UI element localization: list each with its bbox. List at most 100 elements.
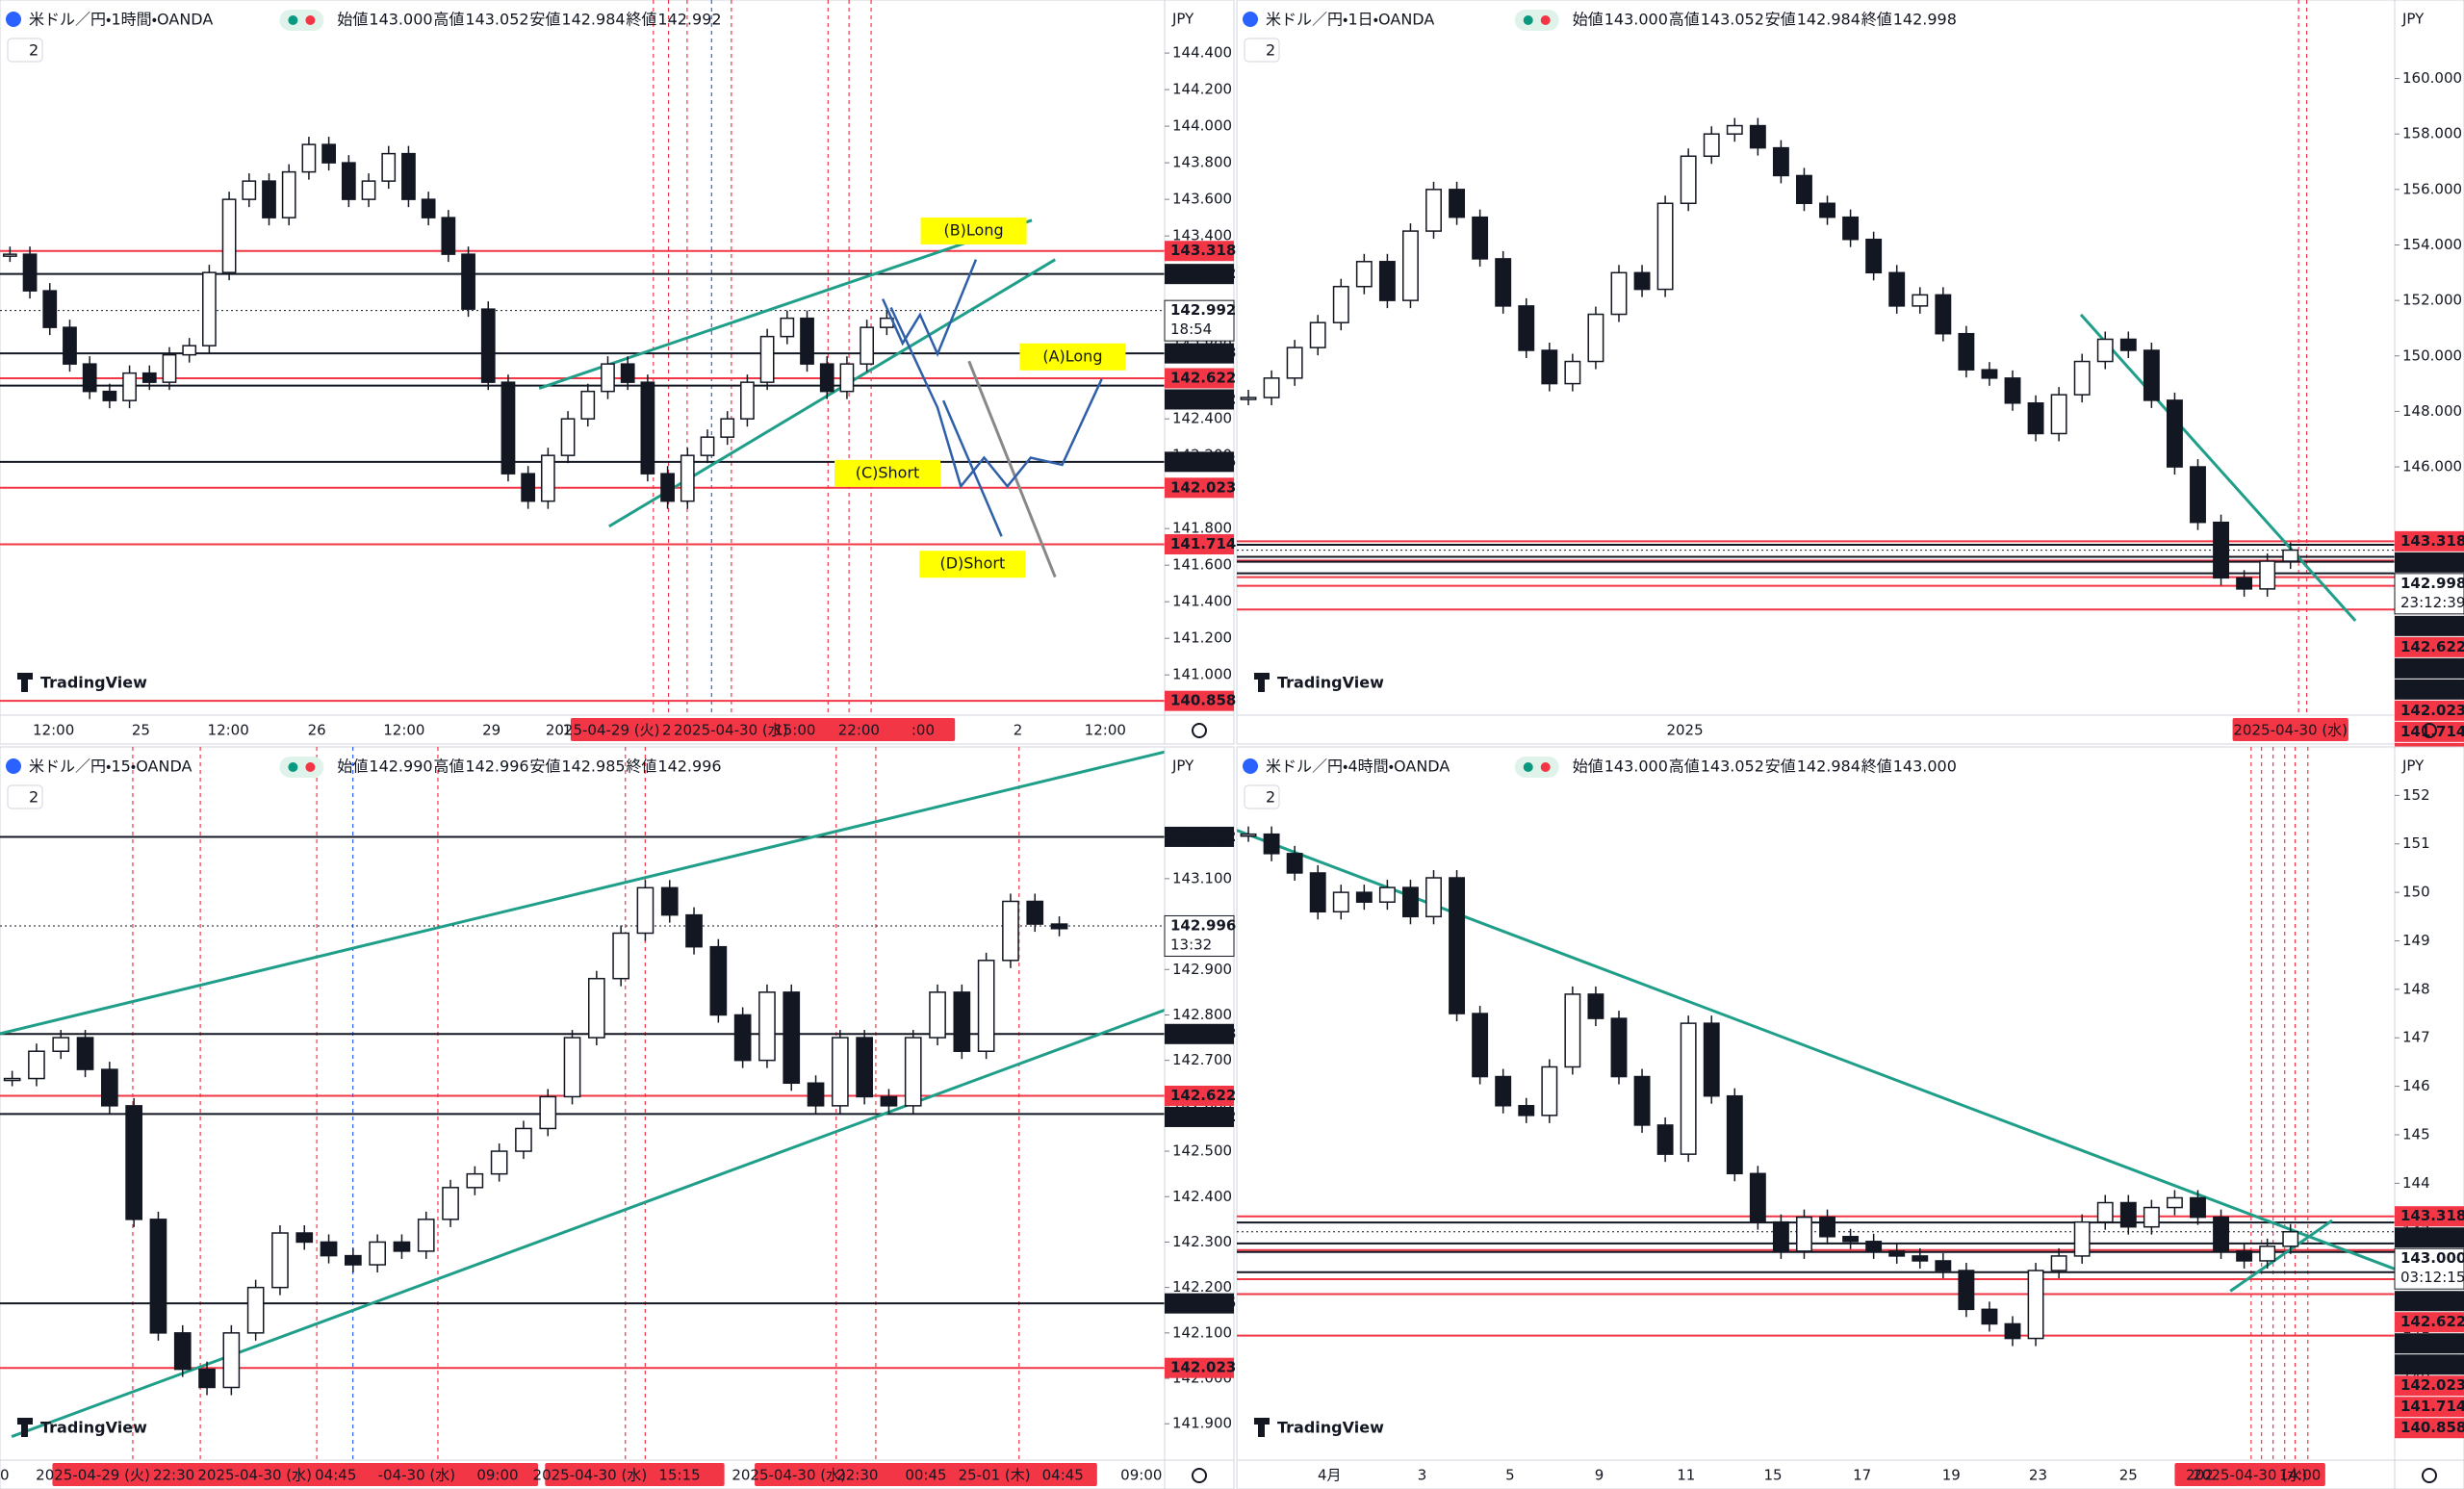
indicator-toggle[interactable] (7, 784, 43, 809)
logo-mark (1258, 673, 1265, 692)
y-tick-label: 141.400 (1172, 593, 1232, 610)
time-highlight-label: 22:30 (836, 1467, 878, 1484)
x-tick-label: 19 (1942, 1467, 1961, 1484)
price-tag-label: 142.998 (2400, 575, 2464, 592)
candle (281, 170, 296, 218)
symbol-title[interactable]: 米ドル／円・1時間・OANDA (29, 11, 213, 29)
status-dot (305, 15, 316, 25)
candle (1888, 1250, 1906, 1257)
candle (1656, 1124, 1674, 1155)
symbol-icon (6, 12, 21, 27)
panel-background (1236, 746, 2464, 1489)
time-highlight (2174, 1463, 2325, 1486)
logo-mark (21, 1418, 28, 1437)
candle (1518, 305, 1535, 351)
candle (1935, 294, 1952, 335)
price-tag (2395, 615, 2464, 636)
candle (1703, 133, 1720, 158)
candle (1495, 258, 1512, 307)
status-badge (279, 10, 324, 31)
ohlc-value: 142.998 (1893, 11, 1957, 29)
symbol-title[interactable]: 米ドル／円・15・OANDA (29, 757, 192, 776)
price-tag-label: 140.858 (2400, 1419, 2464, 1436)
y-tick-label: 144.000 (1172, 117, 1232, 135)
y-tick-label: 152 (2402, 786, 2430, 804)
time-highlight-label: 09:00 (476, 1467, 518, 1484)
candle (539, 1095, 557, 1130)
candle (612, 932, 629, 980)
settings-icon[interactable] (2422, 723, 2437, 738)
y-tick-label: 142.200 (1172, 1278, 1232, 1296)
time-highlight-label: 2 (662, 722, 672, 739)
panel-background (1236, 0, 2464, 745)
candle (3, 1077, 21, 1082)
trend-line (11, 1009, 1165, 1438)
chart-panel: 1391401411421431441451461471481491501511… (1236, 746, 2464, 1489)
candle (620, 363, 635, 383)
indicator-toggle[interactable] (7, 38, 43, 63)
candle (733, 1014, 752, 1062)
ohlc-label: 始値 (337, 11, 368, 29)
trend-line (0, 750, 1165, 1036)
y-tick-label: 142.400 (1172, 410, 1232, 427)
candle (580, 390, 596, 420)
time-highlight-label: 202 (2186, 1467, 2214, 1484)
settings-icon[interactable] (1192, 723, 1207, 738)
watermark: TradingView (40, 674, 147, 692)
candle (52, 1037, 70, 1052)
price-tag (1165, 368, 1234, 389)
x-tick-label: 2025 (1666, 722, 1703, 739)
indicator-toggle[interactable] (1244, 38, 1280, 63)
symbol-title[interactable]: 米ドル／円・1日・OANDA (1266, 11, 1434, 29)
candle (82, 363, 97, 393)
x-tick-label: 3 (1418, 1467, 1427, 1484)
price-tag (1165, 690, 1234, 711)
price-tag (1165, 343, 1234, 364)
candle (1772, 146, 1789, 177)
price-tag (1165, 826, 1234, 847)
candle (1749, 124, 1766, 149)
settings-icon[interactable] (1192, 1468, 1207, 1483)
price-tag (2395, 1397, 2464, 1418)
candle (680, 454, 695, 502)
candle (1633, 271, 1651, 291)
x-tick-label: 23 (2029, 1467, 2047, 1484)
price-tag-label: 143.318 (1170, 242, 1236, 259)
time-highlight-label: 2025-04-30 (水) (2233, 722, 2348, 739)
time-highlight-label: 2025-04-30 (水) (674, 722, 788, 739)
candle (1026, 900, 1044, 925)
watermark: TradingView (40, 1419, 147, 1437)
symbol-title[interactable]: 米ドル／円・4時間・OANDA (1266, 757, 1450, 776)
price-tag (1165, 1106, 1234, 1127)
candle (640, 381, 655, 475)
candle (819, 363, 834, 393)
candle (1332, 891, 1349, 913)
candle (1518, 1105, 1535, 1117)
settings-icon[interactable] (2422, 1468, 2437, 1483)
x-tick-label: 4月 (1318, 1467, 1342, 1484)
x-tick-label: 00 (0, 1467, 10, 1484)
candle (1541, 349, 1558, 385)
symbol-icon (1243, 758, 1258, 774)
y-tick-label: 142.800 (1172, 1006, 1232, 1023)
currency: JPY (2401, 757, 2425, 775)
candle (2050, 394, 2067, 435)
candle (122, 372, 137, 401)
candle (2282, 549, 2299, 562)
time-highlight (755, 1463, 1097, 1486)
candle (2190, 466, 2206, 524)
price-tag-label: 142.758 (1170, 1025, 1236, 1042)
ohlc-value: 142.984 (1797, 757, 1861, 776)
indicator-toggle[interactable] (1244, 784, 1280, 809)
ohlc-value: 142.984 (1797, 11, 1861, 29)
ohlc-label: 終値 (1861, 757, 1892, 776)
candle (1240, 397, 1257, 400)
x-tick-label: 12:00 (208, 722, 249, 739)
price-tag (2395, 552, 2464, 573)
x-tick-label: 15 (1763, 1467, 1782, 1484)
candle (202, 271, 217, 347)
time-highlight (2232, 718, 2348, 741)
y-tick-label: 141.600 (1172, 556, 1232, 574)
y-tick-label: 160.000 (2402, 69, 2462, 87)
